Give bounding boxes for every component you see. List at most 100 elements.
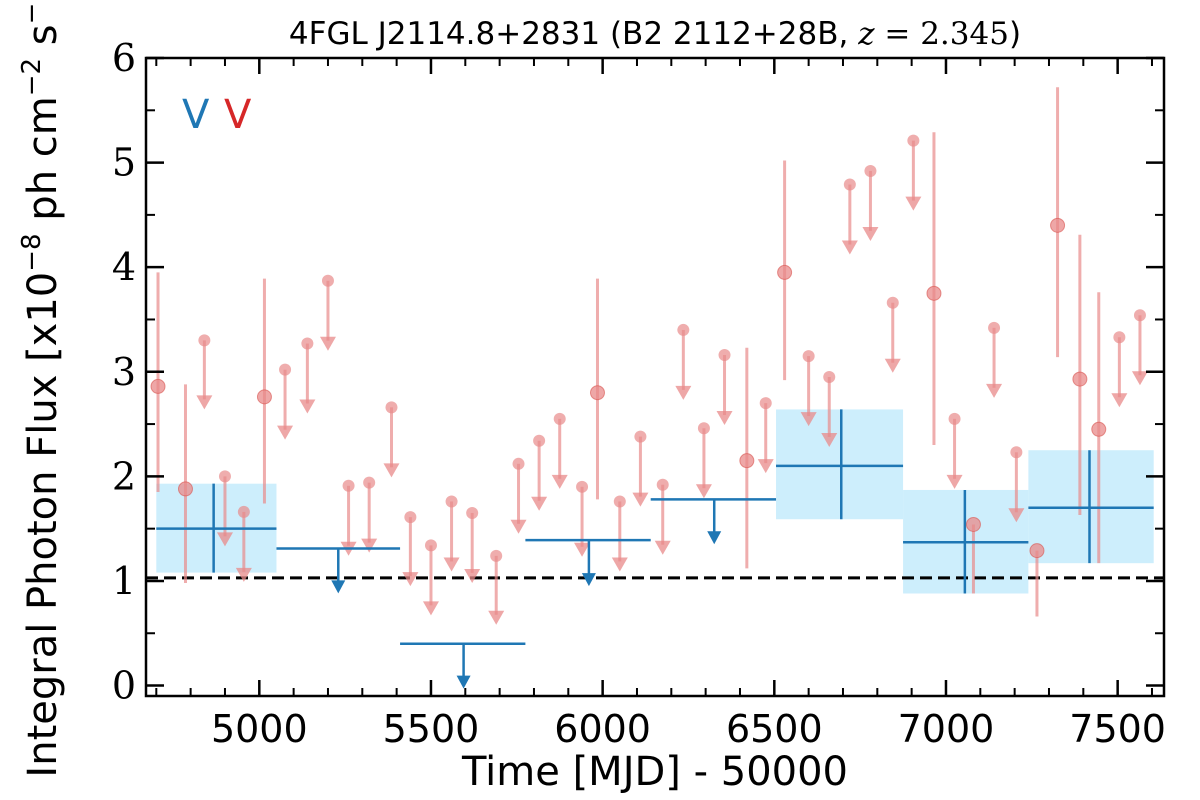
monthly-points xyxy=(150,87,1148,625)
monthly-upper-limit-point xyxy=(445,495,458,508)
y-label-main: Integral Photon Flux [x10 xyxy=(20,272,66,778)
title-z: z xyxy=(857,16,875,52)
monthly-upper-limit-point xyxy=(490,549,503,562)
monthly-upper-limit-point xyxy=(823,371,836,383)
monthly-upper-limit-point xyxy=(1113,331,1126,344)
monthly-upper-limit-point xyxy=(424,539,437,552)
y-label-exp3: −1 xyxy=(17,0,47,24)
monthly-upper-limit-arrow xyxy=(277,425,294,440)
monthly-point xyxy=(965,516,981,532)
x-tick-label: 6000 xyxy=(554,707,651,751)
monthly-upper-limit-point xyxy=(697,422,710,435)
x-tick-label: 5500 xyxy=(383,707,480,751)
monthly-upper-limit-arrow xyxy=(821,432,838,447)
monthly-upper-limit-point xyxy=(948,412,961,425)
monthly-upper-limit-point xyxy=(218,470,231,483)
legend-entry: V xyxy=(224,92,252,138)
y-label-exp2: −2 xyxy=(17,58,47,96)
x-tick-label: 6500 xyxy=(726,707,823,751)
yearly-band xyxy=(776,409,904,520)
monthly-point xyxy=(177,481,193,497)
monthly-upper-limit-arrow xyxy=(841,240,858,255)
monthly-upper-limit-point xyxy=(363,476,376,489)
monthly-upper-limit-point xyxy=(802,350,815,363)
monthly-upper-limit-point xyxy=(342,479,355,492)
monthly-upper-limit-point xyxy=(677,323,690,336)
monthly-upper-limit-arrow xyxy=(632,492,649,507)
monthly-upper-limit-point xyxy=(533,434,546,447)
monthly-upper-limit-arrow xyxy=(488,610,505,625)
yearly-upper-limit-arrow xyxy=(581,573,596,587)
monthly-upper-limit-arrow xyxy=(383,463,400,478)
monthly-upper-limit-point xyxy=(843,178,856,191)
monthly-upper-limit-arrow xyxy=(884,358,901,373)
monthly-upper-limit-point xyxy=(1010,446,1023,459)
monthly-upper-limit-arrow xyxy=(299,399,316,414)
x-axis-label: Time [MJD] - 50000 xyxy=(461,749,848,795)
monthly-point xyxy=(1072,371,1088,387)
x-tick-label: 7000 xyxy=(898,707,995,751)
monthly-upper-limit-arrow xyxy=(402,572,419,587)
monthly-upper-limit-arrow xyxy=(716,411,733,426)
monthly-point xyxy=(1029,543,1045,559)
monthly-upper-limit-point xyxy=(466,506,479,519)
plot-frame xyxy=(144,56,1166,698)
y-tick-label: 1 xyxy=(112,559,136,603)
monthly-point xyxy=(926,285,942,301)
monthly-upper-limit-point xyxy=(279,363,292,376)
monthly-upper-limit-arrow xyxy=(654,540,671,555)
x-tick-label: 7500 xyxy=(1069,707,1166,751)
monthly-upper-limit-arrow xyxy=(443,557,460,572)
yearly-bands xyxy=(156,409,1154,594)
monthly-point xyxy=(777,264,793,280)
monthly-upper-limit-point xyxy=(634,430,647,443)
monthly-upper-limit-point xyxy=(576,480,589,493)
monthly-upper-limit-arrow xyxy=(464,568,481,583)
title-z-value: = 2.345 xyxy=(875,16,1009,52)
monthly-upper-limit-point xyxy=(907,134,920,147)
monthly-upper-limit-arrow xyxy=(422,601,439,616)
monthly-upper-limit-point xyxy=(759,397,772,410)
monthly-upper-limit-arrow xyxy=(216,532,233,547)
y-label-mid: ph cm xyxy=(20,96,66,233)
axis-ticks xyxy=(146,56,1164,696)
monthly-upper-limit-arrow xyxy=(862,226,879,241)
y-label-s: s xyxy=(20,24,66,58)
monthly-upper-limit-arrow xyxy=(319,336,336,351)
monthly-upper-limit-point xyxy=(864,164,877,177)
monthly-point xyxy=(589,385,605,401)
yearly-points xyxy=(156,409,1154,689)
monthly-upper-limit-arrow xyxy=(1111,393,1128,408)
monthly-upper-limit-point xyxy=(988,321,1001,334)
monthly-upper-limit-point xyxy=(385,401,398,414)
monthly-upper-limit-point xyxy=(613,495,626,508)
axis-tick-labels: 5000 5500 6000 6500 7000 7500 0 1 2 3 4 5 6 xyxy=(112,36,1166,751)
monthly-point xyxy=(739,453,755,469)
monthly-upper-limit-arrow xyxy=(800,412,817,427)
monthly-upper-limit-point xyxy=(1133,309,1146,322)
y-tick-label: 3 xyxy=(112,350,136,394)
monthly-upper-limit-point xyxy=(656,478,669,491)
monthly-upper-limit-arrow xyxy=(531,496,548,511)
monthly-upper-limit-arrow xyxy=(986,383,1003,398)
monthly-upper-limit-arrow xyxy=(574,542,591,557)
yearly-upper-limit-arrow xyxy=(707,531,722,545)
title-prefix: 4FGL J2114.8+2831 (B2 2112+28B, xyxy=(289,16,858,52)
yearly-upper-limit-arrow xyxy=(331,580,346,594)
monthly-upper-limit-arrow xyxy=(235,567,252,582)
monthly-upper-limit-arrow xyxy=(757,459,774,474)
monthly-upper-limit-point xyxy=(301,337,314,350)
monthly-upper-limit-point xyxy=(321,274,334,287)
monthly-upper-limit-point xyxy=(237,505,250,518)
monthly-upper-limit-arrow xyxy=(196,395,213,410)
monthly-upper-limit-arrow xyxy=(675,385,692,400)
y-tick-label: 2 xyxy=(112,454,136,498)
monthly-upper-limit-point xyxy=(718,349,731,362)
monthly-upper-limit-arrow xyxy=(905,196,922,211)
monthly-upper-limit-point xyxy=(553,412,566,425)
monthly-upper-limit-point xyxy=(198,334,211,347)
monthly-upper-limit-arrow xyxy=(551,474,568,489)
monthly-point xyxy=(256,389,272,405)
y-label-exp1: −8 xyxy=(17,233,47,271)
